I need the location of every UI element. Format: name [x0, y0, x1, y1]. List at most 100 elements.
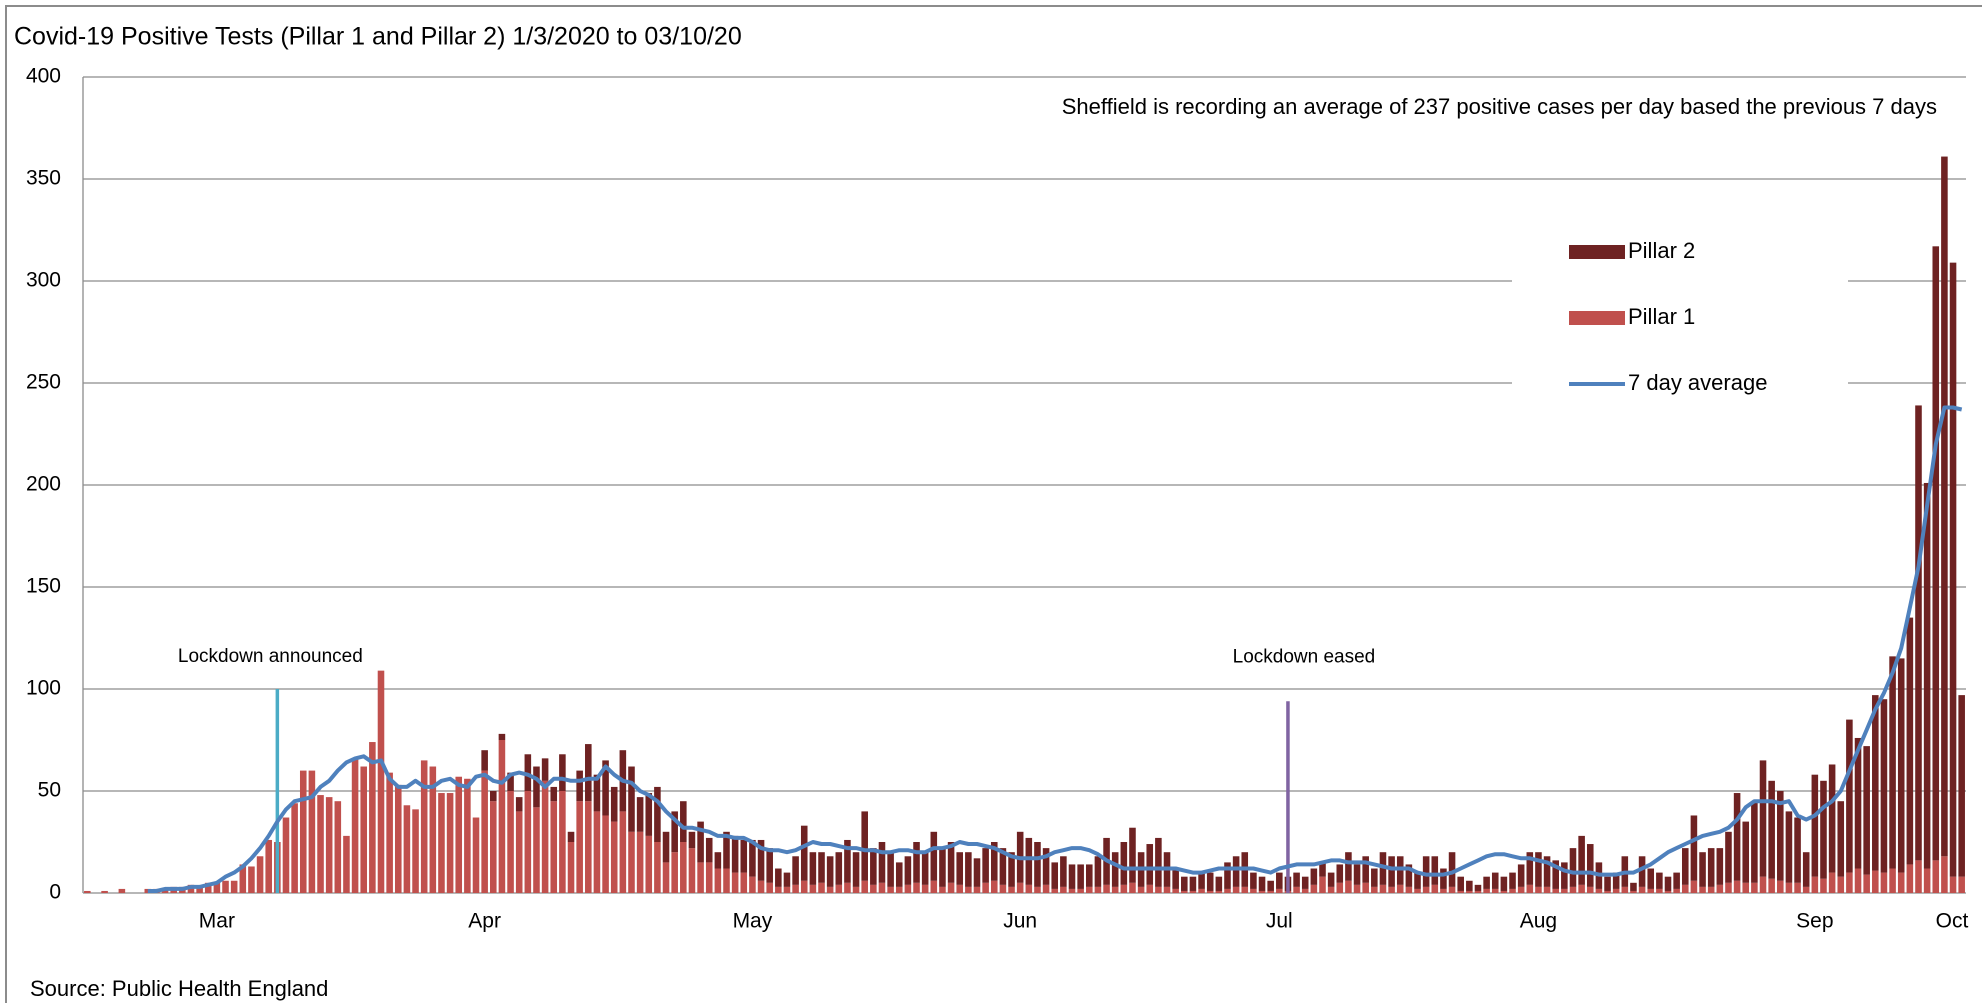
x-tick-label: Mar: [199, 910, 235, 933]
bar-segment: [904, 884, 912, 893]
bar-segment: [1379, 884, 1387, 893]
bar-segment: [731, 872, 739, 893]
bar-segment: [1198, 888, 1205, 893]
bar-segment: [1733, 793, 1741, 881]
bar-segment: [947, 842, 955, 883]
bar-segment: [291, 803, 298, 893]
bar-segment: [1120, 842, 1128, 885]
bar-segment: [507, 791, 514, 893]
x-tick-label: Oct: [1936, 910, 1969, 933]
bar-segment: [628, 766, 635, 832]
bar-segment: [844, 839, 851, 883]
bar-segment: [334, 801, 342, 893]
bar-segment: [1457, 890, 1464, 893]
bar-segment: [671, 811, 678, 853]
bar-segment: [1319, 862, 1326, 877]
bar-segment: [1535, 886, 1542, 893]
y-tick-label: 150: [26, 575, 61, 598]
bar-segment: [1310, 884, 1318, 893]
bar-segment: [1301, 888, 1309, 893]
bar-segment: [343, 835, 350, 893]
bar-segment: [1768, 878, 1775, 893]
bar-segment: [1491, 872, 1499, 889]
bar-segment: [1630, 882, 1637, 891]
bar-segment: [619, 811, 627, 893]
y-tick-label: 250: [26, 371, 61, 394]
bar-segment: [524, 754, 532, 791]
bar-segment: [239, 864, 247, 893]
bar-segment: [472, 817, 480, 893]
bar-segment: [1872, 695, 1879, 871]
bar-segment: [567, 842, 575, 893]
bar-segment: [783, 886, 791, 893]
x-tick-label: May: [733, 910, 773, 933]
bar-segment: [1742, 821, 1750, 883]
bar-segment: [1034, 886, 1041, 893]
bar-segment: [1146, 884, 1154, 893]
bar-segment: [1094, 886, 1102, 893]
bar-segment: [1828, 764, 1836, 873]
bar-segment: [645, 793, 653, 836]
bar-segment: [213, 882, 221, 893]
bar-segment: [1638, 886, 1646, 893]
bar-segment: [1336, 882, 1344, 893]
bar-segment: [800, 825, 808, 881]
bar-segment: [965, 886, 972, 893]
bar-segment: [1163, 886, 1171, 893]
bar-segment: [1215, 876, 1223, 891]
bar-segment: [1068, 864, 1076, 889]
bar-segment: [1673, 872, 1680, 889]
bar-segment: [1301, 876, 1309, 889]
bar-segment: [265, 839, 272, 893]
bar-segment: [1060, 856, 1067, 887]
bar-segment: [982, 882, 989, 893]
bar-segment: [585, 744, 592, 802]
bar-segment: [585, 801, 592, 893]
y-tick-label: 50: [38, 779, 61, 802]
bar-segment: [1526, 852, 1534, 885]
bar-segment: [1716, 848, 1724, 885]
bar-segment: [1293, 872, 1300, 887]
bar-segment: [1457, 876, 1464, 891]
bar-segment: [1949, 262, 1957, 877]
bar-segment: [792, 856, 799, 885]
note: Sheffield is recording an average of 237…: [1062, 94, 1937, 119]
bar-segment: [377, 670, 385, 893]
bar-segment: [144, 888, 152, 893]
bar-segment: [844, 882, 851, 893]
bar-segment: [1016, 882, 1024, 893]
bar-segment: [533, 766, 540, 808]
bar-segment: [282, 817, 290, 893]
bar-segment: [904, 856, 912, 885]
bar-segment: [1509, 888, 1516, 893]
bar-segment: [1880, 872, 1888, 893]
bar-segment: [1569, 848, 1577, 887]
bar-segment: [723, 868, 730, 893]
y-tick-label: 400: [26, 65, 61, 88]
bar-segment: [1949, 876, 1957, 893]
bar-segment: [775, 886, 782, 893]
bar-segment: [705, 837, 713, 863]
bar-segment: [1794, 817, 1801, 883]
bar-segment: [515, 811, 523, 893]
source: Source: Public Health England: [30, 976, 328, 1001]
bar-segment: [1431, 884, 1439, 893]
x-tick-label: Aug: [1520, 910, 1557, 933]
bar-segment: [1051, 888, 1059, 893]
bar-segment: [1440, 868, 1447, 889]
bar-segment: [1008, 852, 1015, 887]
bar-segment: [835, 852, 843, 885]
bar-segment: [1224, 888, 1231, 893]
bar-segment: [1526, 884, 1534, 893]
bar-segment: [740, 839, 748, 873]
bar-segment: [1085, 886, 1093, 893]
bar-segment: [1794, 882, 1801, 893]
bar-segment: [766, 882, 773, 893]
bar-segment: [1077, 864, 1084, 889]
bar-segment: [1915, 860, 1922, 893]
bar-segment: [1897, 658, 1905, 873]
bar-segment: [671, 852, 678, 893]
bar-segment: [204, 882, 212, 893]
bar-segment: [688, 848, 696, 893]
bar-segment: [913, 842, 920, 883]
